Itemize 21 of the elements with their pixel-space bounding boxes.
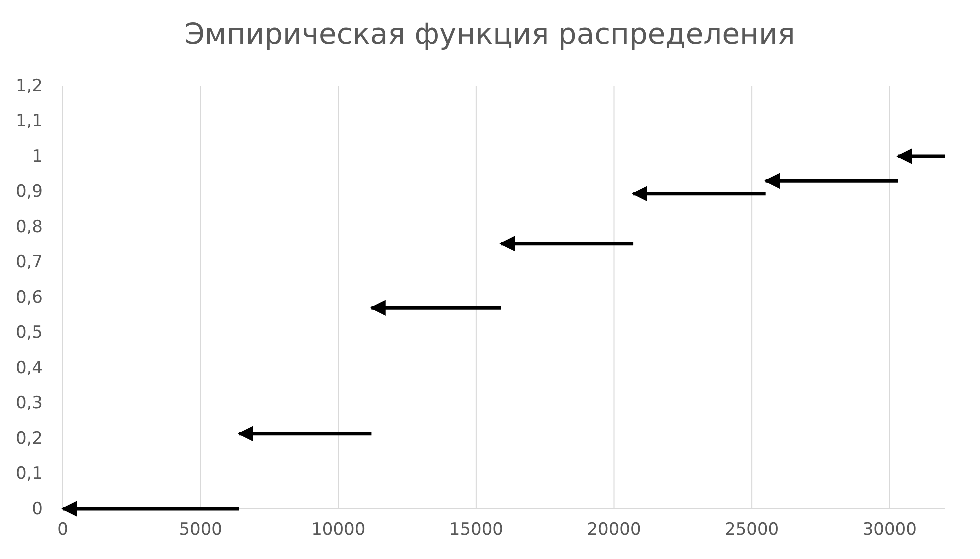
x-tick-label: 15000 [449,520,504,540]
x-tick-label: 10000 [312,520,366,540]
x-tick-label: 25000 [725,520,780,540]
y-tick-label: 0,6 [16,288,43,308]
y-tick-label: 0,8 [16,217,43,238]
y-tick-label: 0,2 [16,428,43,449]
x-tick-label: 0 [58,520,68,540]
y-tick-label: 0 [32,499,43,520]
y-tick-label: 0,5 [16,323,43,344]
chart-title: Эмпирическая функция распределения [184,17,796,51]
y-tick-label: 0,9 [16,182,43,202]
x-tick-label: 20000 [587,520,642,540]
y-tick-label: 0,4 [16,358,43,378]
y-tick-label: 1,2 [16,76,43,96]
x-tick-label: 5000 [179,520,222,540]
y-tick-label: 0,3 [16,394,43,414]
y-tick-label: 0,1 [16,464,43,484]
y-tick-label: 1,1 [16,112,43,132]
y-tick-label: 1 [32,146,43,167]
y-tick-label: 0,7 [16,252,43,273]
x-tick-label: 30000 [862,520,917,540]
